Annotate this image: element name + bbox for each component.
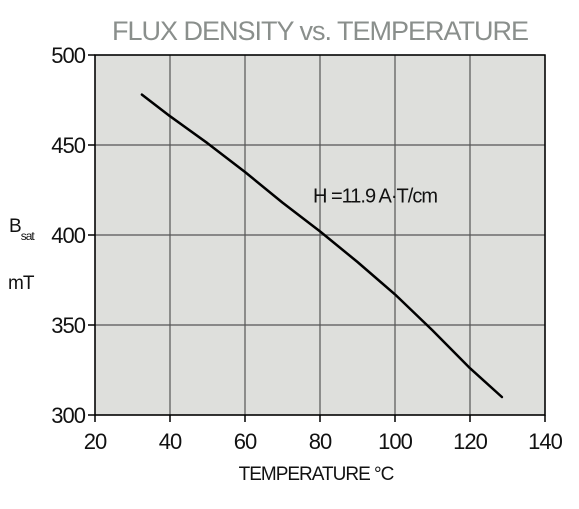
y-axis-label: Bsat bbox=[9, 216, 35, 243]
x-tick-label: 140 bbox=[528, 429, 562, 454]
chart-title: FLUX DENSITY vs. TEMPERATURE bbox=[112, 16, 528, 46]
x-tick-label: 60 bbox=[234, 429, 257, 454]
x-tick-label: 40 bbox=[159, 429, 182, 454]
x-tick-labels: 20 40 60 80 100 120 140 bbox=[84, 429, 564, 454]
x-tick-label: 100 bbox=[378, 429, 412, 454]
y-axis-subscript: sat bbox=[21, 229, 36, 243]
x-tick-label: 80 bbox=[309, 429, 332, 454]
y-axis-symbol: B bbox=[9, 216, 21, 237]
y-axis-unit: mT bbox=[8, 273, 35, 294]
x-tick-label: 20 bbox=[84, 429, 107, 454]
y-tick-label: 400 bbox=[51, 223, 85, 248]
y-tick-labels: 300 350 400 450 500 bbox=[51, 43, 86, 428]
y-tick-label: 450 bbox=[51, 133, 85, 158]
y-tick-label: 350 bbox=[51, 313, 85, 338]
y-tick-label: 300 bbox=[51, 403, 85, 428]
series-line bbox=[140, 93, 504, 399]
field-strength-annotation: H =11.9 A·T/cm bbox=[313, 185, 437, 207]
x-tick-label: 120 bbox=[453, 429, 487, 454]
y-tick-label: 500 bbox=[51, 43, 85, 68]
axis-ticks bbox=[88, 54, 546, 422]
x-axis-label: TEMPERATURE °C bbox=[239, 464, 394, 485]
